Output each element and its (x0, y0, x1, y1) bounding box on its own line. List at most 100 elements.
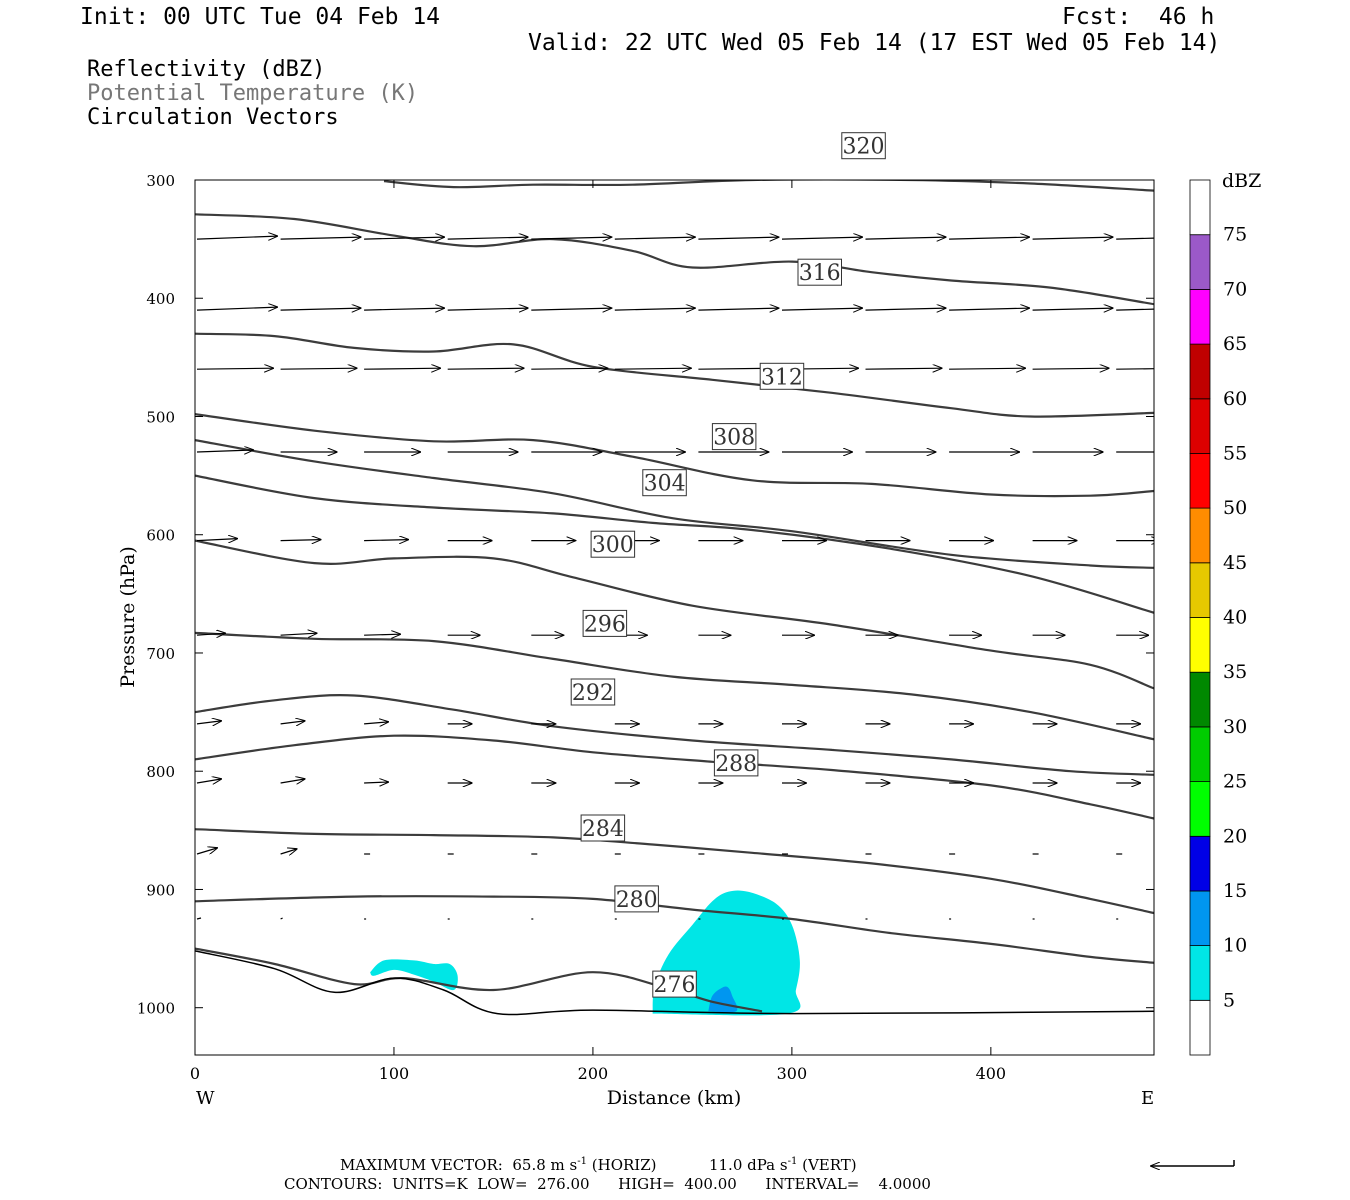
contour-label-288: 288 (715, 752, 757, 777)
forecast-hour: Fcst: 46 h (1062, 4, 1215, 30)
circulation-vector (280, 368, 357, 369)
circulation-vector (196, 539, 237, 541)
circulation-vector (781, 237, 862, 239)
circulation-vector (447, 308, 528, 310)
contour-label-292: 292 (572, 681, 614, 706)
theta-contour-296 (195, 631, 1154, 741)
contour-label-box-292 (570, 678, 616, 706)
horiz-value: 65.8 m s (512, 1156, 578, 1174)
circulation-vector (865, 237, 946, 239)
theta-contour-320 (195, 213, 1154, 306)
circulation-vector (949, 237, 1029, 239)
circulation-vector (196, 633, 225, 635)
theta-contour-300 (195, 539, 1154, 690)
plot-frame (194, 179, 1155, 1056)
circulation-vector (1032, 237, 1113, 239)
contour-label-280: 280 (616, 888, 658, 913)
colorbar-label-70: 70 (1223, 278, 1247, 300)
contour-label-box-288 (713, 749, 759, 777)
circulation-vector (1032, 368, 1109, 369)
circulation-vector (1116, 308, 1154, 311)
contour-label-308: 308 (713, 426, 755, 451)
circulation-vector (614, 368, 691, 369)
circulation-vector (865, 368, 942, 369)
y-tick-label-900: 900 (146, 881, 175, 899)
y-axis-title: Pressure (hPa) (117, 546, 139, 688)
colorbar-label-50: 50 (1223, 497, 1247, 519)
theta-contour-316 (195, 332, 1154, 418)
circulation-vector (781, 308, 862, 310)
colorbar-box-50 (1189, 452, 1211, 509)
colorbar-box-35 (1189, 617, 1211, 673)
legend-reflectivity: Reflectivity (dBZ) (87, 57, 326, 82)
circulation-vector (196, 917, 202, 920)
circulation-vector (865, 308, 946, 310)
max-vector-note: MAXIMUM VECTOR: 65.8 m s-1 (HORIZ) 11.0 … (340, 1156, 857, 1174)
theta-contours (195, 180, 1154, 1013)
x-left-end-label: W (196, 1088, 215, 1109)
colorbar-box-45 (1189, 507, 1211, 564)
circulation-vector (364, 634, 400, 635)
theta-contour-312 (195, 413, 1154, 498)
colorbar-label-40: 40 (1223, 607, 1247, 629)
colorbar-label-5: 5 (1223, 989, 1235, 1011)
theta-contour-top (383, 180, 1154, 192)
colorbar-label-60: 60 (1223, 388, 1247, 410)
legend-potential-temperature: Potential Temperature (K) (87, 81, 419, 106)
y-tick-label-700: 700 (146, 645, 175, 663)
init-time: Init: 00 UTC Tue 04 Feb 14 (80, 4, 441, 30)
contour-label-box-276 (652, 970, 697, 998)
colorbar-label-10: 10 (1223, 935, 1247, 957)
circulation-vector (280, 308, 361, 310)
axes: 300 400 500 600 700 800 900 1000 0 100 200 300 400 (137, 172, 1154, 1083)
contour-label-284: 284 (582, 817, 624, 842)
theta-contour-304 (195, 474, 1154, 614)
circulation-vector (1116, 237, 1154, 240)
terrain-line (195, 950, 1154, 1016)
circulation-vector (949, 308, 1029, 310)
colorbar-box-25 (1189, 726, 1211, 783)
horiz-exponent: -1 (577, 1156, 587, 1167)
x-tick-label-0: 0 (190, 1064, 200, 1083)
contour-label-box-280 (614, 885, 659, 913)
circulation-vector (196, 307, 277, 310)
legend-circulation-vectors: Circulation Vectors (87, 105, 339, 130)
colorbar-box-below-5 (1189, 999, 1211, 1056)
contour-label-box-316 (797, 258, 842, 286)
circulation-vector (196, 450, 253, 452)
contour-label-box-312 (759, 362, 805, 390)
vert-exponent: -1 (787, 1156, 798, 1167)
vert-value: 11.0 dPa s (708, 1156, 788, 1174)
colorbar-box-15 (1189, 835, 1211, 892)
colorbar: 5 10 15 20 25 30 35 40 45 50 55 60 65 70 75 (1189, 179, 1247, 1056)
circulation-vector (196, 848, 217, 855)
colorbar-label-45: 45 (1223, 552, 1247, 574)
colorbar-box-5 (1189, 945, 1211, 1001)
circulation-vector (949, 368, 1025, 369)
circulation-vector (196, 368, 273, 369)
circulation-vector (280, 779, 305, 783)
circulation-vector (364, 782, 388, 783)
circulation-vector (364, 722, 388, 724)
theta-contour-308 (195, 439, 1154, 569)
circulation-vector (1032, 308, 1113, 310)
contour-label-276: 276 (654, 973, 696, 998)
circulation-vector (364, 540, 408, 541)
circulation-vector (531, 237, 611, 239)
x-tick-label-200: 200 (578, 1064, 609, 1083)
x-tick-label-400: 400 (976, 1064, 1007, 1083)
circulation-vector (196, 236, 277, 239)
circulation-vector (280, 237, 361, 239)
colorbar-box-20 (1189, 781, 1211, 837)
contour-label-304: 304 (644, 472, 686, 497)
colorbar-label-25: 25 (1223, 771, 1247, 793)
contour-labels: 276 280 284 288 292 296 300 304 308 312 316 320 (570, 132, 886, 998)
contour-label-300: 300 (592, 533, 634, 558)
contour-label-box-304 (642, 469, 687, 497)
colorbar-label-15: 15 (1223, 880, 1247, 902)
circulation-vector (614, 308, 695, 310)
colorbar-box-30 (1189, 671, 1211, 728)
colorbar-title: dBZ (1222, 170, 1261, 192)
circulation-vector (698, 308, 778, 310)
